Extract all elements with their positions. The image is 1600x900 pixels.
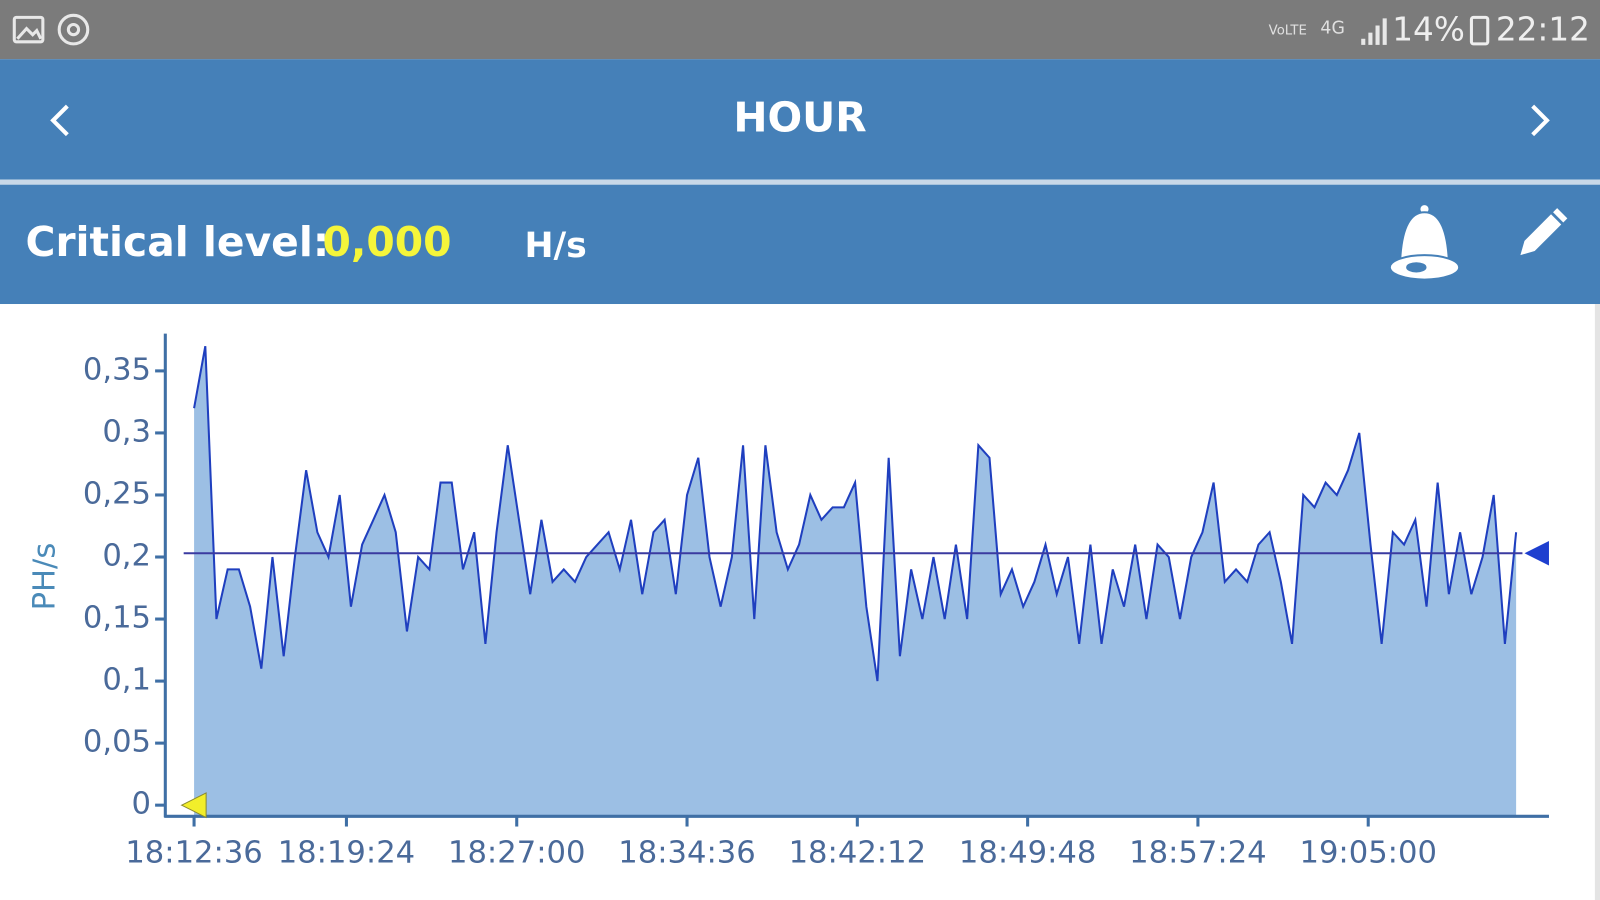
panel-edge [1594,304,1600,900]
y-tick-label: 0,35 [83,352,151,387]
prev-button[interactable] [50,104,69,137]
battery-level: 14% [1392,11,1465,49]
x-tick-label: 18:12:36 [125,836,262,871]
critical-marker [180,792,207,819]
y-axis-label: PH/s [27,543,62,611]
y-tick-label: 0 [132,787,151,822]
y-tick-label: 0,15 [83,601,151,636]
separator [0,179,1600,185]
x-tick-label: 19:05:00 [1299,836,1436,871]
y-tick-label: 0,2 [102,539,151,574]
y-tick-label: 0,05 [83,725,151,760]
network: 4G [1320,19,1344,39]
x-tick-label: 18:57:24 [1129,836,1266,871]
next-button[interactable] [1531,104,1550,137]
y-tick-label: 0,3 [102,414,151,449]
critical-value: 0,000 [322,218,451,266]
mean-marker [1524,541,1549,566]
critical-unit: H/s [524,226,586,266]
critical-bar [0,184,1600,305]
y-tick-label: 0,1 [102,663,151,698]
signal-icon [1361,18,1387,45]
status-bar [0,0,1600,60]
x-tick-label: 18:49:48 [959,836,1096,871]
critical-label: Critical level: [26,218,330,266]
clock: 22:12 [1496,11,1590,49]
x-tick-label: 18:42:12 [789,836,926,871]
alarm-button[interactable] [1388,203,1461,281]
x-tick-label: 18:19:24 [278,836,415,871]
area [194,346,1517,817]
x-tick-label: 18:34:36 [618,836,755,871]
x-tick-label: 18:27:00 [448,836,585,871]
status-icons [12,13,90,46]
volte: VoLTE [1269,24,1307,39]
battery-icon [1469,15,1490,46]
line [193,345,1518,682]
app-header [0,59,1600,180]
edit-button[interactable] [1520,208,1568,256]
header-title: HOUR [733,93,866,141]
y-tick-label: 0,25 [83,476,151,511]
